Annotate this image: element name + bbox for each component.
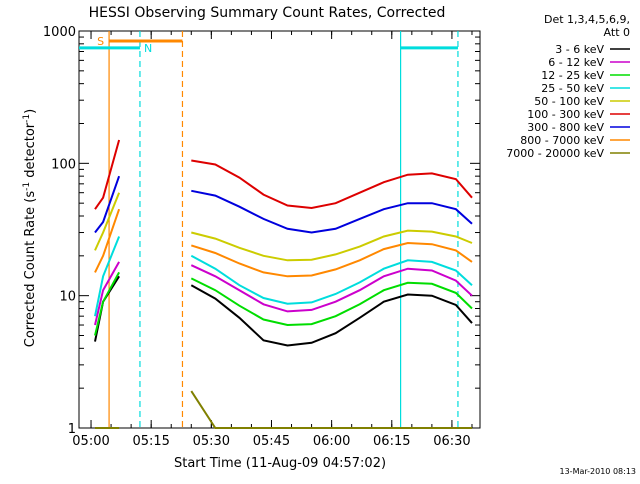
x-tick-label: 06:15 (373, 434, 410, 449)
legend-entry-label: 50 - 100 keV (534, 95, 604, 108)
series-line (94, 139, 473, 210)
legend-entry-label: 800 - 7000 keV (520, 134, 604, 147)
series-line (94, 261, 473, 326)
series-line (95, 390, 472, 429)
series-line (94, 236, 473, 317)
series-line (94, 175, 473, 234)
x-axis-label: Start Time (11-Aug-09 04:57:02) (174, 456, 386, 471)
x-tick-label: 05:15 (132, 434, 169, 449)
y-tick-label: 1 (68, 422, 76, 437)
legend-entry-label: 3 - 6 keV (555, 43, 604, 56)
legend-header-2: Att 0 (604, 26, 630, 39)
flag-label: N (144, 42, 152, 55)
y-axis-label-text: Corrected Count Rate (s-1 detector-1) (22, 109, 38, 347)
series-line (94, 192, 473, 262)
series-line (94, 208, 473, 278)
x-ticks: 05:00 05:15 05:30 05:45 06:00 06:15 06:30 (72, 31, 473, 449)
legend-entry-label: 300 - 800 keV (527, 121, 604, 134)
axes-frame (78, 30, 481, 429)
x-tick-label: 05:30 (193, 434, 230, 449)
flag-label: S (97, 35, 104, 48)
y-tick-label: 100 (51, 157, 76, 172)
flag-layer: SN (79, 31, 459, 428)
legend-entry-label: 7000 - 20000 keV (506, 147, 604, 160)
x-tick-label: 06:30 (433, 434, 470, 449)
legend-entry-label: 6 - 12 keV (548, 56, 604, 69)
legend-entry-label: 100 - 300 keV (527, 108, 604, 121)
y-ticks: 1 10 100 1000 (43, 25, 480, 437)
x-tick-label: 06:00 (313, 434, 350, 449)
series-layer (94, 139, 473, 429)
footer-date: 13-Mar-2010 08:13 (560, 467, 637, 476)
x-tick-label: 05:45 (253, 434, 290, 449)
legend-entry-label: 25 - 50 keV (541, 82, 604, 95)
y-tick-label: 10 (59, 290, 76, 305)
chart-title: HESSI Observing Summary Count Rates, Cor… (89, 5, 446, 21)
y-axis-label: Corrected Count Rate (s-1 detector-1) (22, 109, 38, 347)
plot-frame (78, 30, 481, 429)
legend-header-1: Det 1,3,4,5,6,9, (544, 13, 630, 26)
legend-entry-label: 12 - 25 keV (541, 69, 604, 82)
series-line (94, 271, 473, 336)
y-tick-label: 1000 (43, 25, 76, 40)
x-tick-label: 05:00 (72, 434, 109, 449)
